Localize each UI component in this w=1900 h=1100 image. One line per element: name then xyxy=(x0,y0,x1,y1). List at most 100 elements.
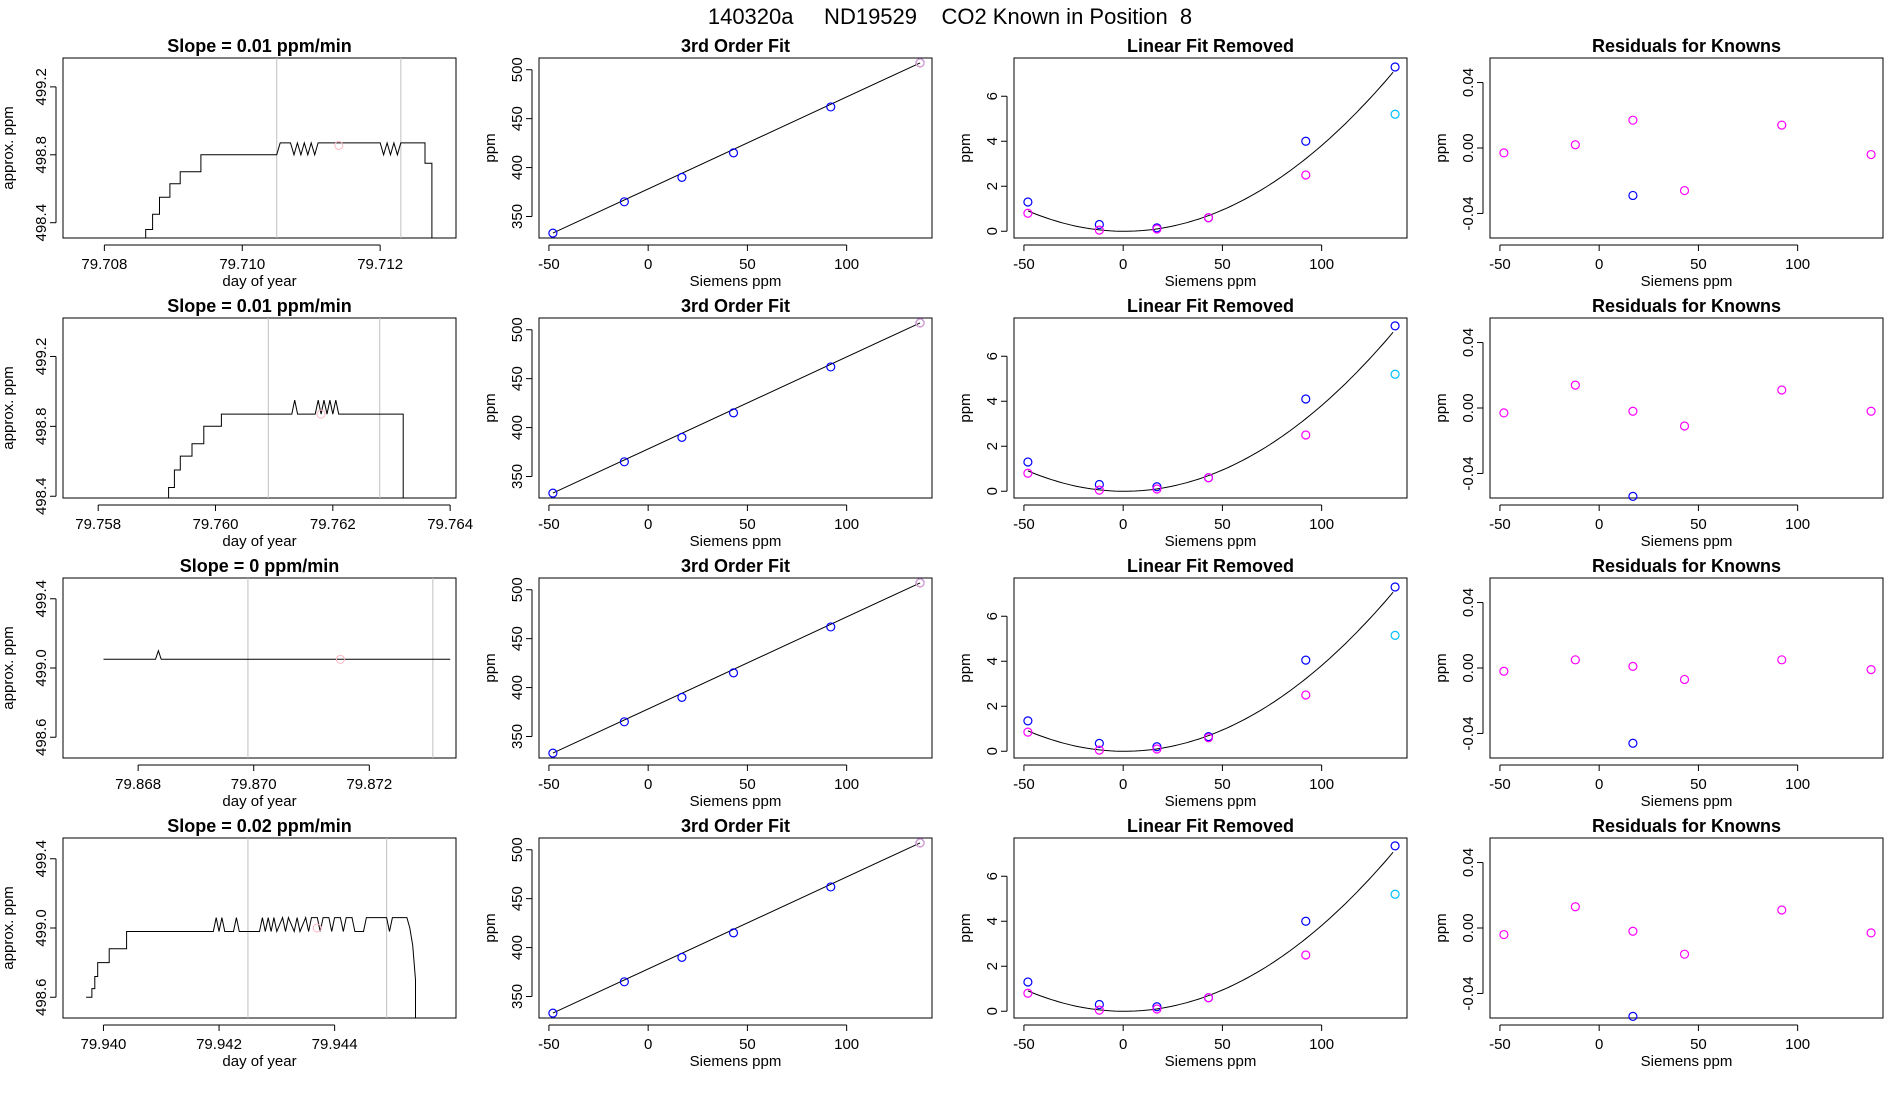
residual-point xyxy=(1866,665,1876,675)
residual-point xyxy=(1570,655,1580,665)
removed-point xyxy=(1152,744,1162,754)
x-tick-label: 0 xyxy=(1119,1036,1127,1053)
fit-point xyxy=(677,692,687,702)
extra-fit-point xyxy=(915,58,925,68)
x-tick-label: -50 xyxy=(538,516,560,533)
chart-title: Slope = 0.01 ppm/min xyxy=(167,296,352,316)
removed-point xyxy=(1152,484,1162,494)
fit-line xyxy=(552,322,921,494)
x-tick-label: 0 xyxy=(1595,256,1603,273)
removed-point xyxy=(1023,468,1033,478)
x-axis-label: Siemens ppm xyxy=(1165,1053,1257,1070)
x-tick-label: 0 xyxy=(1119,256,1127,273)
x-tick-label: 79.940 xyxy=(81,1036,127,1053)
y-tick-label: 499.4 xyxy=(33,840,50,878)
curve-point xyxy=(1390,582,1400,592)
y-tick-label: 499.4 xyxy=(33,580,50,618)
fit-point xyxy=(619,457,629,467)
removed-point xyxy=(1203,993,1214,1003)
chart-panel-9: Slope = 0 ppm/min 79.868 79.870 79.872 day o… xyxy=(0,556,457,810)
chart-title: Residuals for Knowns xyxy=(1592,816,1781,836)
plot-frame xyxy=(1013,57,1408,239)
chart-panel-10: 3rd Order Fit -50 0 50 100 Siemens ppm 350 400 4… xyxy=(482,556,933,810)
residual-point xyxy=(1679,674,1690,685)
fit-line xyxy=(552,62,921,234)
y-tick-label: 350 xyxy=(509,464,526,489)
x-tick-label: 0 xyxy=(644,1036,652,1053)
y-axis-label: ppm xyxy=(957,913,974,942)
x-tick-label: 0 xyxy=(644,776,652,793)
chart-title: Slope = 0.01 ppm/min xyxy=(167,36,352,56)
fit-point xyxy=(619,717,629,727)
fit-point xyxy=(619,977,629,987)
plot-frame xyxy=(62,57,457,239)
x-tick-label: -50 xyxy=(1013,776,1035,793)
plot-frame xyxy=(538,837,933,1019)
trace-line xyxy=(103,649,451,660)
y-tick-label: 498.8 xyxy=(33,408,50,446)
y-axis-label: ppm xyxy=(482,913,499,942)
curve-point xyxy=(1023,457,1033,467)
x-tick-label: -50 xyxy=(1489,776,1511,793)
y-tick-label: 0.00 xyxy=(1460,393,1477,422)
removed-point xyxy=(1023,988,1033,998)
y-tick-label: 450 xyxy=(509,886,526,911)
y-tick-label: 2 xyxy=(984,962,1001,970)
plot-frame xyxy=(62,577,457,759)
residual-point xyxy=(1499,929,1509,940)
chart-title: Residuals for Knowns xyxy=(1592,296,1781,316)
trace-line xyxy=(145,141,433,238)
mean-point-marker xyxy=(335,654,345,664)
plot-frame xyxy=(1013,317,1408,499)
removed-point xyxy=(1094,485,1104,495)
x-tick-label: 100 xyxy=(834,516,859,533)
chart-panel-16: Residuals for Knowns -50 0 50 100 Siemens ppm… xyxy=(1433,816,1884,1070)
fit-point xyxy=(826,102,836,112)
x-axis-label: Siemens ppm xyxy=(1165,533,1257,550)
fit-point xyxy=(619,197,629,207)
y-tick-label: 500 xyxy=(509,837,526,862)
residual-point xyxy=(1777,120,1787,130)
removed-point xyxy=(1301,950,1311,960)
y-tick-label: 350 xyxy=(509,984,526,1009)
x-tick-label: 50 xyxy=(1214,516,1231,533)
removed-point xyxy=(1203,733,1214,743)
chart-panel-6: 3rd Order Fit -50 0 50 100 Siemens ppm 350 400 4… xyxy=(482,296,933,550)
x-tick-label: 100 xyxy=(1785,1036,1810,1053)
fit-point xyxy=(548,748,558,758)
x-tick-label: 79.710 xyxy=(219,256,265,273)
x-tick-label: 100 xyxy=(1785,516,1810,533)
removed-point xyxy=(1152,1004,1162,1014)
y-tick-label: 350 xyxy=(509,724,526,749)
plot-frame xyxy=(1489,837,1884,1019)
chart-panel-14: 3rd Order Fit -50 0 50 100 Siemens ppm 350 400 4… xyxy=(482,816,933,1070)
residual-point xyxy=(1570,140,1580,150)
x-tick-label: 0 xyxy=(1119,516,1127,533)
quadratic-curve xyxy=(1027,851,1394,1012)
residual-point xyxy=(1777,905,1787,915)
x-tick-label: 100 xyxy=(1309,1036,1334,1053)
fit-line xyxy=(552,842,921,1014)
residual-point xyxy=(1679,185,1690,196)
y-tick-label: 400 xyxy=(509,675,526,700)
x-tick-label: 50 xyxy=(1690,1036,1707,1053)
y-tick-label: 0.04 xyxy=(1460,68,1477,97)
chart-panel-13: Slope = 0.02 ppm/min 79.940 79.942 79.944 da… xyxy=(0,816,457,1070)
plot-frame xyxy=(1489,57,1884,239)
fit-point xyxy=(826,362,836,372)
x-tick-label: 50 xyxy=(1690,516,1707,533)
chart-title: Slope = 0.02 ppm/min xyxy=(167,816,352,836)
x-tick-label: 50 xyxy=(739,516,756,533)
residual-point xyxy=(1499,148,1509,158)
chart-title: Residuals for Knowns xyxy=(1592,556,1781,576)
x-tick-label: -50 xyxy=(538,1036,560,1053)
curve-point xyxy=(1094,738,1104,748)
x-tick-label: 100 xyxy=(1785,776,1810,793)
x-tick-label: 0 xyxy=(1595,1036,1603,1053)
x-axis-label: Siemens ppm xyxy=(1165,273,1257,290)
fit-point xyxy=(826,622,836,632)
plot-frame xyxy=(538,57,933,239)
residual-point xyxy=(1628,926,1638,936)
curve-point xyxy=(1094,219,1104,230)
removed-point xyxy=(1301,690,1311,700)
